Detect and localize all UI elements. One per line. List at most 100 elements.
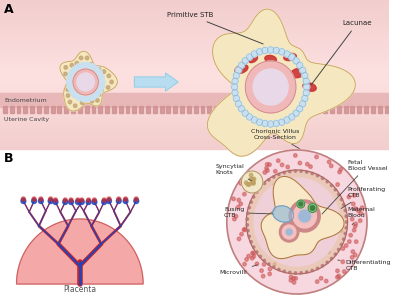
Circle shape [292, 281, 296, 284]
Circle shape [123, 198, 128, 203]
Bar [0, 93, 389, 94]
Text: A: A [4, 3, 14, 16]
Circle shape [339, 168, 342, 171]
Circle shape [94, 66, 99, 72]
Circle shape [89, 63, 93, 66]
Bar [0, 14, 389, 15]
Circle shape [247, 254, 250, 258]
Circle shape [237, 198, 240, 202]
Bar [0, 90, 389, 91]
Circle shape [327, 160, 331, 164]
Circle shape [97, 70, 102, 76]
Polygon shape [134, 73, 178, 91]
Circle shape [263, 182, 266, 185]
Circle shape [79, 56, 83, 60]
Circle shape [354, 240, 358, 244]
Text: Primitive STB: Primitive STB [167, 12, 263, 44]
Circle shape [319, 277, 323, 280]
Circle shape [76, 198, 80, 202]
Bar [0, 51, 389, 52]
Circle shape [239, 181, 243, 185]
Circle shape [298, 161, 302, 165]
Bar [0, 107, 389, 108]
Circle shape [318, 197, 320, 200]
Circle shape [80, 62, 86, 68]
Circle shape [342, 270, 346, 273]
Bar [0, 6, 389, 7]
Bar [344, 106, 348, 113]
Circle shape [248, 206, 250, 209]
Circle shape [22, 197, 25, 201]
Bar [166, 106, 170, 113]
Bar [0, 124, 389, 125]
Circle shape [248, 183, 251, 186]
Circle shape [245, 257, 248, 261]
Circle shape [69, 200, 74, 205]
Circle shape [79, 200, 84, 205]
Circle shape [252, 196, 255, 198]
Bar [0, 31, 389, 32]
Circle shape [311, 269, 314, 272]
Circle shape [306, 162, 309, 166]
Circle shape [76, 64, 82, 69]
Circle shape [354, 253, 357, 257]
Bar [0, 36, 389, 37]
Circle shape [286, 229, 292, 235]
Circle shape [70, 64, 74, 67]
Bar [23, 106, 27, 113]
Bar [0, 95, 389, 96]
Circle shape [284, 117, 290, 123]
Bar [0, 125, 389, 126]
Circle shape [332, 211, 334, 214]
Circle shape [242, 171, 263, 193]
Circle shape [233, 72, 240, 79]
Circle shape [85, 62, 91, 68]
Circle shape [336, 183, 339, 186]
Circle shape [336, 269, 339, 273]
Circle shape [252, 251, 256, 255]
Circle shape [292, 186, 295, 189]
Circle shape [306, 171, 308, 173]
Bar [0, 147, 389, 148]
Bar [0, 127, 389, 128]
Circle shape [63, 200, 68, 205]
Circle shape [302, 206, 305, 209]
Circle shape [307, 224, 310, 227]
Bar [85, 106, 88, 113]
Bar [0, 122, 389, 123]
Circle shape [268, 267, 272, 271]
Bar [364, 106, 368, 113]
Bar [0, 89, 389, 90]
Circle shape [48, 198, 53, 203]
Circle shape [259, 255, 262, 258]
Bar [289, 106, 293, 113]
Bar [0, 49, 389, 50]
Circle shape [272, 184, 275, 187]
Circle shape [100, 89, 103, 92]
Bar [0, 84, 389, 85]
Bar [0, 42, 389, 43]
Bar [0, 26, 389, 27]
Circle shape [242, 58, 248, 64]
Bar [0, 43, 389, 44]
Circle shape [289, 271, 291, 274]
Bar [180, 106, 184, 113]
Bar [194, 106, 198, 113]
Circle shape [67, 75, 72, 80]
Circle shape [350, 255, 354, 259]
Circle shape [289, 114, 295, 120]
Bar [0, 82, 389, 83]
Bar [0, 130, 389, 131]
Bar [0, 33, 389, 34]
Bar [105, 106, 109, 113]
Circle shape [310, 206, 315, 210]
Bar [378, 106, 382, 113]
Circle shape [233, 95, 240, 102]
Circle shape [300, 101, 306, 107]
Bar [0, 108, 389, 109]
Bar [0, 66, 389, 67]
Bar [0, 19, 389, 20]
Bar [0, 116, 389, 117]
Bar [0, 35, 389, 36]
Circle shape [324, 279, 328, 283]
